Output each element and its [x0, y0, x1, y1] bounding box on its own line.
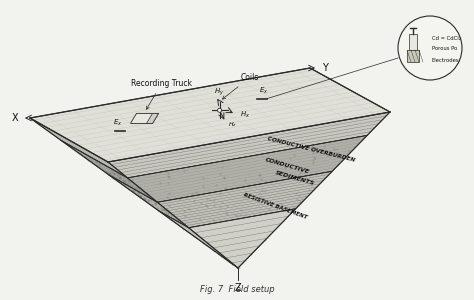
Text: $H_y$: $H_y$ [214, 86, 224, 98]
Polygon shape [30, 68, 390, 162]
Circle shape [398, 16, 462, 80]
Polygon shape [157, 171, 332, 228]
Text: Y: Y [322, 63, 328, 73]
Text: CONDUCTIVE: CONDUCTIVE [264, 157, 310, 175]
Polygon shape [61, 140, 157, 202]
Text: Z: Z [235, 283, 241, 293]
Polygon shape [30, 118, 128, 178]
Polygon shape [159, 211, 238, 268]
Text: Porous Po: Porous Po [432, 46, 457, 52]
Polygon shape [128, 135, 367, 202]
Polygon shape [108, 112, 390, 178]
Text: $H_z$: $H_z$ [228, 120, 237, 129]
Bar [409, 34, 417, 50]
Text: Fig. 7  Field setup: Fig. 7 Field setup [200, 286, 274, 295]
Polygon shape [189, 209, 296, 268]
Text: X: X [12, 113, 18, 123]
Text: Coils: Coils [222, 73, 259, 99]
Text: RESISTIVE BASEMENT: RESISTIVE BASEMENT [243, 192, 308, 220]
Text: $E_x$: $E_x$ [113, 118, 122, 128]
Text: Recording Truck: Recording Truck [131, 80, 192, 109]
Text: $E_x$: $E_x$ [259, 86, 268, 96]
Text: $H_x$: $H_x$ [239, 110, 250, 120]
Circle shape [218, 108, 222, 112]
Polygon shape [146, 113, 158, 123]
Text: Cd = CdCl₂: Cd = CdCl₂ [432, 35, 461, 40]
Polygon shape [109, 175, 189, 228]
Polygon shape [130, 113, 158, 123]
Text: SEDIMENTS: SEDIMENTS [274, 170, 315, 186]
Bar [407, 50, 419, 62]
Text: Electrodes.: Electrodes. [432, 58, 461, 62]
Text: CONDUCTIVE OVERBURDEN: CONDUCTIVE OVERBURDEN [267, 136, 356, 163]
